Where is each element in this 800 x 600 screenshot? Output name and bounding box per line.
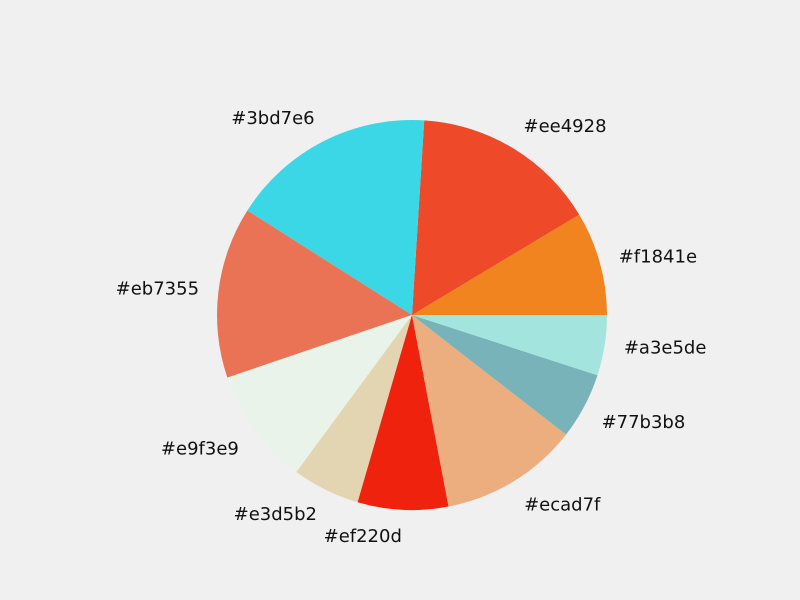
pie-slice-7 xyxy=(412,315,567,507)
pie-slice-3 xyxy=(217,210,412,378)
pie-slice-label-2: #3bd7e6 xyxy=(231,108,314,129)
pie-slice-4 xyxy=(227,315,412,473)
pie-slice-0 xyxy=(412,214,607,315)
pie-slice-label-7: #ecad7f xyxy=(524,495,601,516)
pie-slice-label-6: #ef220d xyxy=(324,526,402,547)
pie-slice-6 xyxy=(357,315,449,511)
pie-slice-9 xyxy=(412,315,607,376)
pie-slice-label-0: #f1841e xyxy=(619,247,697,268)
pie-slice-label-1: #ee4928 xyxy=(524,116,607,137)
slices-layer xyxy=(217,120,607,511)
pie-slice-1 xyxy=(412,120,580,315)
pie-slice-5 xyxy=(296,315,412,503)
pie-slice-label-8: #77b3b8 xyxy=(602,412,686,433)
pie-slice-2 xyxy=(247,120,425,315)
pie-slice-8 xyxy=(412,315,598,435)
pie-slice-label-5: #e3d5b2 xyxy=(234,504,317,525)
pie-slice-label-9: #a3e5de xyxy=(624,338,707,359)
labels-layer: #f1841e #ee4928 #3bd7e6 #eb7355 #e9f3e9 #e3d5… xyxy=(116,108,707,547)
pie-slice-label-4: #e9f3e9 xyxy=(161,438,239,459)
pie-slice-label-3: #eb7355 xyxy=(116,278,199,299)
